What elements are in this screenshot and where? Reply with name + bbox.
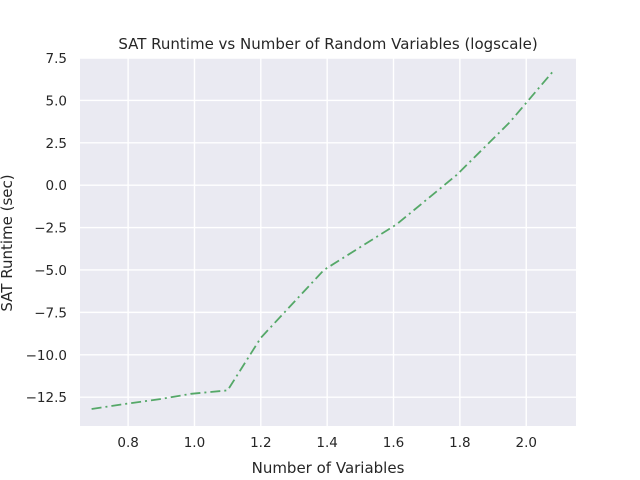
x-tick-label: 2.0 — [515, 435, 536, 451]
x-tick-label: 1.8 — [449, 435, 470, 451]
y-tick-label: −7.5 — [34, 305, 67, 321]
y-tick-label: −12.5 — [26, 390, 67, 406]
y-tick-label: 2.5 — [46, 136, 67, 152]
y-tick-label: −5.0 — [34, 263, 67, 279]
y-tick-label: 7.5 — [46, 51, 67, 67]
x-tick-label: 0.8 — [117, 435, 138, 451]
x-tick-labels: 0.8 1.0 1.2 1.4 1.6 1.8 2.0 — [117, 435, 537, 451]
y-tick-labels: 7.5 5.0 2.5 0.0 −2.5 −5.0 −7.5 −10.0 −12.5 — [26, 51, 67, 406]
chart-title: SAT Runtime vs Number of Random Variable… — [118, 35, 537, 53]
x-tick-label: 1.6 — [383, 435, 404, 451]
y-tick-label: −10.0 — [26, 348, 67, 364]
series-line — [91, 71, 554, 410]
y-tick-label: −2.5 — [34, 221, 67, 237]
y-axis-label: SAT Runtime (sec) — [0, 174, 16, 311]
x-axis-label: Number of Variables — [252, 459, 405, 477]
y-tick-label: 0.0 — [46, 178, 67, 194]
x-tick-label: 1.2 — [250, 435, 271, 451]
y-tick-label: 5.0 — [46, 93, 67, 109]
series-group — [91, 71, 554, 410]
plot-area — [80, 58, 576, 426]
x-tick-label: 1.0 — [184, 435, 205, 451]
x-tick-label: 1.4 — [316, 435, 337, 451]
grid-lines — [80, 57, 576, 426]
